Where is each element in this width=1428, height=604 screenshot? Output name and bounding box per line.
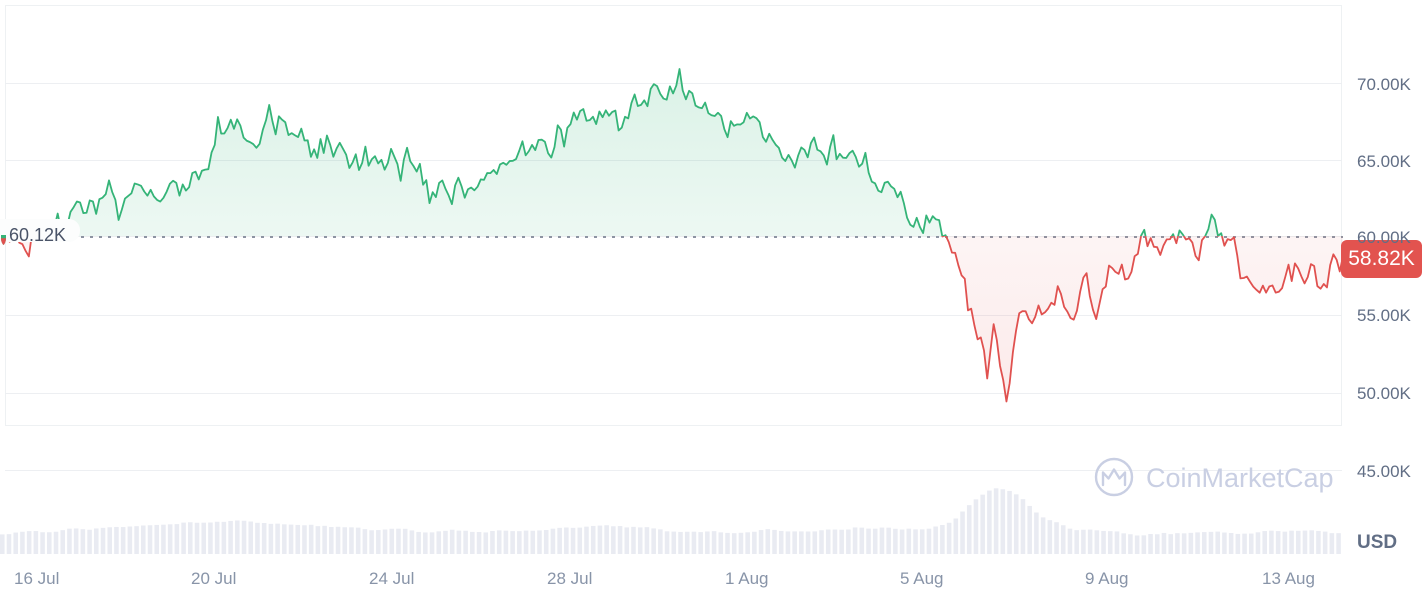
svg-text:CoinMarketCap: CoinMarketCap bbox=[1146, 463, 1334, 493]
